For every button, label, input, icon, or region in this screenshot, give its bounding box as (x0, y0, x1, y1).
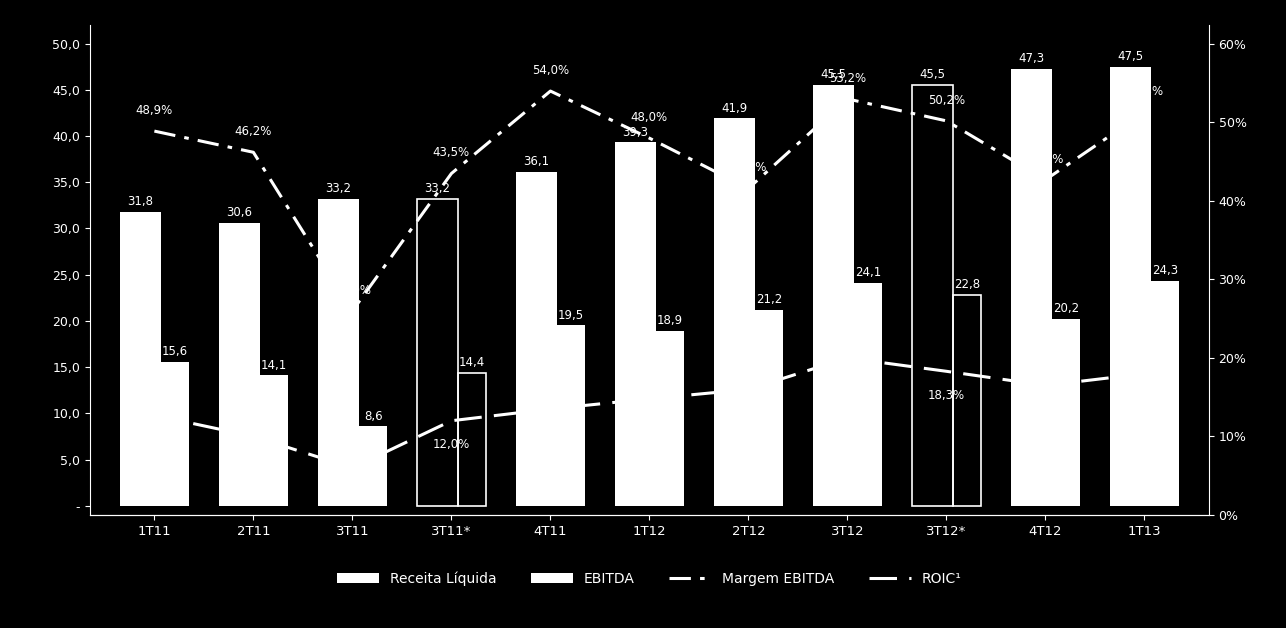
Text: 41,6%: 41,6% (729, 161, 768, 174)
Text: 18,3%: 18,3% (928, 389, 964, 401)
Bar (714, 119, 755, 506)
Bar (219, 223, 260, 506)
Bar (1110, 67, 1151, 506)
Bar (516, 172, 557, 506)
Bar (1151, 281, 1179, 506)
Text: 48,0%: 48,0% (631, 111, 667, 124)
Legend: Receita Líquida, EBITDA, Margem EBITDA, ROIC¹: Receita Líquida, EBITDA, Margem EBITDA, … (332, 566, 967, 592)
Text: 24,1: 24,1 (855, 266, 881, 279)
Text: 14,1: 14,1 (261, 359, 287, 372)
Text: 31,8: 31,8 (127, 195, 153, 208)
Text: 47,5: 47,5 (1118, 50, 1143, 63)
Bar (1011, 68, 1052, 506)
Bar (912, 85, 953, 506)
Bar (656, 331, 684, 506)
Text: 33,2: 33,2 (424, 182, 450, 195)
Bar (318, 199, 359, 506)
Text: 8,6: 8,6 (364, 409, 382, 423)
Text: 53,2%: 53,2% (829, 72, 865, 85)
Text: 36,1: 36,1 (523, 155, 549, 168)
Bar (260, 376, 288, 506)
Text: 43,5%: 43,5% (433, 146, 469, 160)
Text: 50,2%: 50,2% (928, 94, 964, 107)
Text: 47,3: 47,3 (1019, 52, 1044, 65)
Bar (755, 310, 783, 506)
Text: 45,5: 45,5 (919, 68, 945, 82)
Bar (359, 426, 387, 506)
Text: 22,8: 22,8 (954, 278, 980, 291)
Text: 42,7%: 42,7% (1026, 153, 1064, 166)
Text: 51,3%: 51,3% (1127, 85, 1163, 98)
Text: 45,5: 45,5 (820, 68, 846, 82)
Bar (813, 85, 854, 506)
Text: 24,3: 24,3 (1152, 264, 1178, 278)
Text: 15,6: 15,6 (162, 345, 188, 358)
Text: 19,5: 19,5 (558, 309, 584, 322)
Bar (557, 325, 585, 506)
Bar (458, 372, 486, 506)
Bar (161, 362, 189, 506)
Text: 14,4: 14,4 (459, 356, 485, 369)
Text: 12,0%: 12,0% (433, 438, 471, 451)
Bar (120, 212, 161, 506)
Bar (953, 295, 981, 506)
Bar (417, 199, 458, 506)
Text: 46,2%: 46,2% (235, 125, 273, 138)
Text: 20,2: 20,2 (1053, 302, 1079, 315)
Text: 54,0%: 54,0% (532, 64, 568, 77)
Text: 18,9: 18,9 (657, 315, 683, 327)
Text: 39,3: 39,3 (622, 126, 648, 139)
Text: 30,6: 30,6 (226, 206, 252, 219)
Text: 21,2: 21,2 (756, 293, 782, 306)
Text: 48,9%: 48,9% (136, 104, 174, 117)
Text: 41,9: 41,9 (721, 102, 747, 115)
Bar (1052, 319, 1080, 506)
Text: 33,2: 33,2 (325, 182, 351, 195)
Bar (854, 283, 882, 506)
Text: 30,0%: 30,0% (334, 284, 370, 297)
Bar (615, 143, 656, 506)
